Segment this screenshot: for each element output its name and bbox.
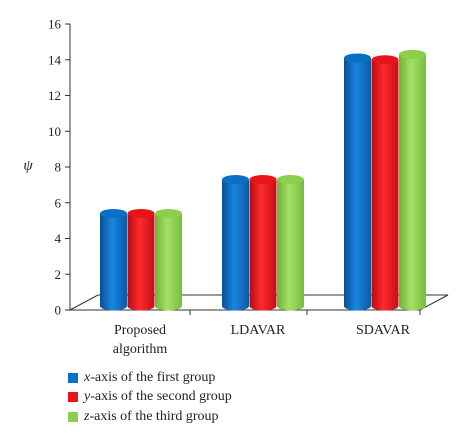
legend-variable: y <box>84 389 91 405</box>
bar <box>371 55 399 311</box>
legend-variable: x <box>84 369 91 385</box>
bar-top <box>100 208 127 218</box>
legend-swatch <box>68 411 78 422</box>
y-tick-label: 14 <box>48 52 62 67</box>
y-tick-label: 10 <box>48 124 61 139</box>
y-tick-label: 6 <box>55 195 62 210</box>
y-tick-label: 0 <box>55 303 62 318</box>
bar-body <box>399 54 426 311</box>
bar-top <box>277 175 304 185</box>
legend-swatch <box>68 392 78 403</box>
axis-labels: Proposed algorithm LDAVAR SDAVAR ψ <box>23 158 410 357</box>
bar-body <box>249 179 277 311</box>
legend-swatch <box>68 372 78 383</box>
y-tick-label: 12 <box>48 88 61 103</box>
bar-top <box>155 208 182 218</box>
x-tick-label: LDAVAR <box>231 323 286 338</box>
y-axis-label: ψ <box>23 158 33 174</box>
legend-item: x -axis of the first group <box>68 368 232 388</box>
bar <box>127 208 155 311</box>
bar-body <box>155 213 182 311</box>
bar-body <box>371 59 399 311</box>
bar-body <box>127 213 155 311</box>
bar <box>100 208 127 311</box>
legend-label: -axis of the third group <box>89 408 219 424</box>
bar-body <box>277 179 304 311</box>
bar-top <box>127 208 155 218</box>
bar <box>155 208 182 311</box>
legend-item: y -axis of the second group <box>68 388 232 408</box>
y-tick-label: 2 <box>55 267 62 282</box>
bar-top <box>222 175 249 185</box>
y-tick-label: 4 <box>55 231 62 246</box>
legend: x -axis of the first group y -axis of the s… <box>68 368 232 427</box>
bar-top <box>399 49 426 59</box>
y-tick-label: 8 <box>55 160 62 175</box>
x-tick-label: SDAVAR <box>356 323 411 338</box>
bar-top <box>371 55 399 65</box>
floor <box>69 294 449 311</box>
bar-top <box>344 53 371 63</box>
bar <box>222 175 249 311</box>
bar-body <box>222 179 249 311</box>
axes: 0 2 4 6 8 10 12 14 16 <box>48 17 449 318</box>
bar <box>277 175 304 311</box>
bar <box>249 175 277 311</box>
legend-label: -axis of the first group <box>90 369 216 385</box>
x-tick-label: algorithm <box>113 342 168 357</box>
bar-body <box>344 57 371 311</box>
legend-label: -axis of the second group <box>90 389 232 405</box>
bars <box>100 49 426 311</box>
legend-item: z -axis of the third group <box>68 407 232 427</box>
bar-top <box>249 175 277 185</box>
x-tick-label: Proposed <box>114 323 166 338</box>
y-tick-label: 16 <box>48 17 62 32</box>
bar <box>399 49 426 311</box>
bar <box>344 53 371 311</box>
bar-body <box>100 213 127 311</box>
legend-variable: z <box>84 408 90 424</box>
